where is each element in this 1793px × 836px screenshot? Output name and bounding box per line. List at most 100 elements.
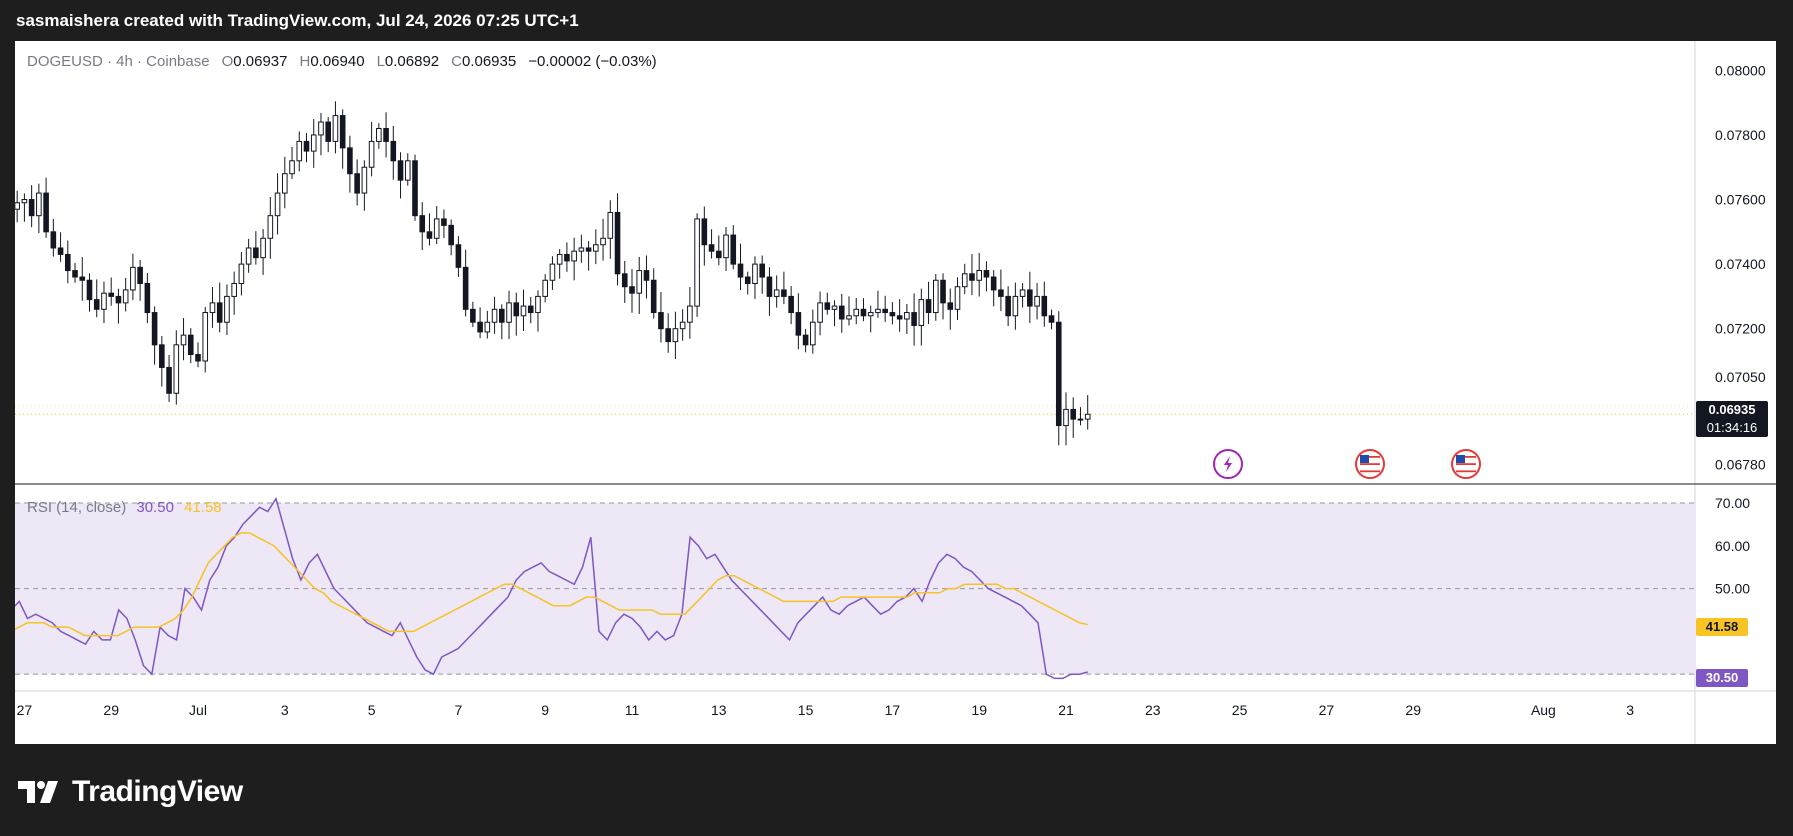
candle-up [593, 244, 599, 252]
candle-down [940, 279, 946, 304]
candle-down [643, 270, 650, 281]
candle-up [687, 305, 693, 323]
rsi-value: 30.50 [136, 499, 174, 516]
candle-up [607, 211, 614, 239]
candle-down [716, 250, 722, 259]
candle-down [665, 328, 671, 343]
candle-down [744, 276, 751, 284]
candle-down [347, 147, 353, 175]
candle-down [621, 273, 628, 288]
candle-up [238, 263, 245, 284]
flag-canton [1456, 455, 1465, 463]
time-tick-label: 23 [1145, 702, 1161, 718]
time-tick-label: 9 [541, 702, 549, 718]
time-tick-label: 3 [281, 702, 289, 718]
candle-down [419, 215, 426, 233]
time-tick-label: 29 [1405, 702, 1421, 718]
time-tick-label: 21 [1058, 702, 1074, 718]
candle-up [15, 202, 20, 210]
candle-up [260, 237, 266, 259]
candle-up [1019, 289, 1026, 297]
candle-up [817, 302, 823, 323]
candle-down [759, 263, 766, 278]
tradingview-footer[interactable]: TradingView [18, 775, 243, 809]
candle-down [795, 312, 802, 336]
rsi-tag: 30.50 [1696, 669, 1748, 687]
time-tick-label: 11 [625, 702, 640, 718]
candle-down [998, 289, 1004, 297]
candle-up [180, 334, 187, 346]
change-value: −0.00002 (−0.03%) [528, 53, 657, 70]
candle-down [426, 231, 433, 239]
last-price-tag: 0.06935 01:34:16 [1696, 401, 1768, 437]
time-tick-label: 17 [885, 702, 901, 718]
candle-up [130, 266, 136, 291]
candle-down [1070, 408, 1077, 420]
candle-up [1084, 413, 1091, 420]
candle-down [896, 315, 903, 320]
attribution-bar: sasmaishera created with TradingView.com… [0, 0, 1793, 41]
low-label: L [376, 53, 385, 70]
candle-down [925, 299, 932, 314]
candle-up [202, 312, 209, 362]
candle-down [455, 244, 462, 268]
rsi-indicator-label[interactable]: RSI (14, close) [27, 499, 127, 516]
time-tick-label: 3 [1626, 702, 1634, 718]
candle-down [882, 308, 888, 314]
close-value: 0.06935 [461, 53, 517, 70]
candle-down [339, 115, 346, 149]
time-tick-label: 15 [798, 702, 814, 718]
candle-down [860, 308, 867, 317]
candle-down [1027, 289, 1033, 307]
candle-up [376, 127, 382, 142]
candle-down [354, 173, 360, 194]
candle-up [224, 295, 230, 323]
candle-down [470, 308, 476, 323]
candle-up [245, 247, 252, 265]
candle-up [904, 312, 910, 320]
price-tick-label: 0.07050 [1715, 369, 1766, 385]
candle-down [614, 211, 621, 275]
rsi-legend: RSI (14, close) 30.50 41.58 [27, 499, 222, 516]
candle-up [535, 295, 541, 314]
candle-up [484, 321, 491, 333]
candle-down [766, 276, 773, 297]
rsi-tick-label: 50.00 [1715, 581, 1750, 597]
flag-stripe [1360, 463, 1380, 465]
candle-down [43, 192, 49, 233]
candle-up [1077, 418, 1084, 421]
attribution-text: sasmaishera created with TradingView.com… [16, 10, 579, 30]
candle-down [397, 160, 404, 181]
candle-down [115, 295, 122, 304]
flag-stripe [1456, 456, 1476, 458]
candle-down [650, 279, 657, 314]
time-tick-label: 27 [1319, 702, 1335, 718]
candle-up [846, 315, 852, 320]
price-tick-label: 0.06780 [1715, 456, 1766, 472]
candle-down [216, 302, 223, 323]
candle-down [28, 199, 35, 217]
price-tick-label: 0.07200 [1715, 321, 1766, 337]
time-tick-label: Jul [189, 702, 207, 718]
candle-up [679, 321, 686, 330]
candle-up [578, 247, 585, 252]
chart-canvas[interactable]: 0.08000 0.07800 0.07600 0.07400 0.07200 0.070… [15, 41, 1776, 744]
time-tick-label: 13 [711, 702, 727, 718]
candle-up [542, 279, 549, 297]
candle-down [325, 121, 331, 142]
candle-down [889, 312, 896, 317]
candle-down [79, 276, 86, 281]
candle-up [506, 302, 512, 323]
candle-up [122, 289, 129, 304]
candle-up [231, 282, 237, 297]
close-label: C [451, 53, 462, 70]
symbol-label[interactable]: DOGEUSD · 4h · Coinbase [27, 53, 210, 70]
candle-down [1041, 295, 1048, 317]
high-label: H [299, 53, 311, 70]
candle-up [810, 321, 816, 346]
candle-up [1034, 295, 1040, 307]
chart-frame[interactable]: 0.08000 0.07800 0.07600 0.07400 0.07200 0.070… [15, 41, 1776, 744]
time-tick-label: 7 [455, 702, 463, 718]
candle-down [737, 263, 744, 278]
candle-down [303, 140, 310, 152]
